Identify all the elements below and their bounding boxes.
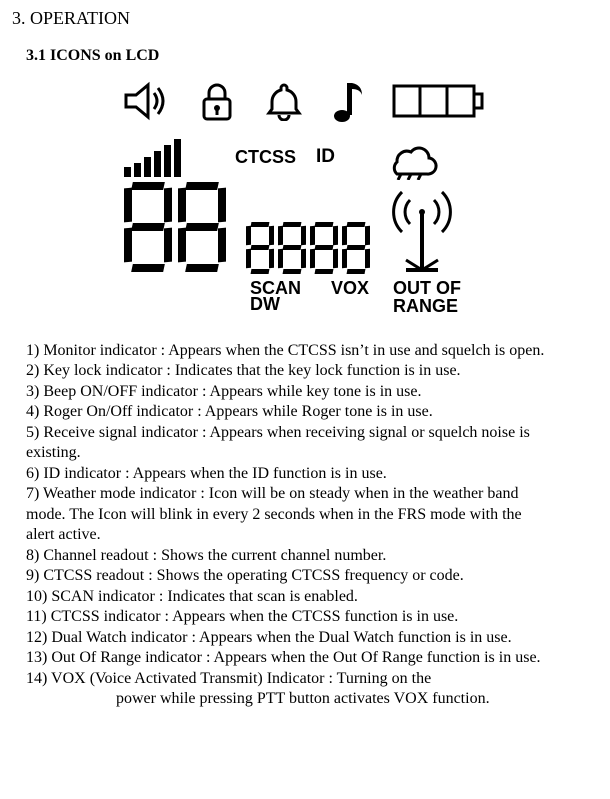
desc-line: 3) Beep ON/OFF indicator : Appears while… bbox=[26, 382, 594, 402]
desc-line: 6) ID indicator : Appears when the ID fu… bbox=[26, 464, 594, 484]
music-note-icon bbox=[332, 79, 364, 128]
desc-line: 12) Dual Watch indicator : Appears when … bbox=[26, 628, 594, 648]
desc-line: 13) Out Of Range indicator : Appears whe… bbox=[26, 648, 594, 668]
bell-icon bbox=[264, 81, 304, 126]
ctcss-digit bbox=[310, 222, 338, 274]
desc-line: 1) Monitor indicator : Appears when the … bbox=[26, 341, 594, 361]
digit-row bbox=[124, 182, 516, 279]
channel-digit bbox=[124, 182, 172, 272]
weather-icon bbox=[381, 138, 441, 180]
antenna-icon bbox=[392, 182, 452, 279]
range-label: RANGE bbox=[393, 297, 461, 315]
dw-label: DW bbox=[250, 294, 280, 314]
lcd-diagram: CTCSS ID bbox=[124, 79, 516, 315]
desc-line: 4) Roger On/Off indicator : Appears whil… bbox=[26, 402, 594, 422]
desc-line: mode. The Icon will blink in every 2 sec… bbox=[26, 505, 594, 525]
ctcss-digit bbox=[278, 222, 306, 274]
desc-line: 10) SCAN indicator : Indicates that scan… bbox=[26, 587, 594, 607]
desc-line: 11) CTCSS indicator : Appears when the C… bbox=[26, 607, 594, 627]
desc-line: 9) CTCSS readout : Shows the operating C… bbox=[26, 566, 594, 586]
desc-line: 2) Key lock indicator : Indicates that t… bbox=[26, 361, 594, 381]
indicator-row: CTCSS ID bbox=[124, 134, 516, 180]
outof-label: OUT OF bbox=[393, 279, 461, 297]
speaker-icon bbox=[124, 81, 170, 126]
signal-bars-icon bbox=[124, 137, 181, 177]
vox-label: VOX bbox=[331, 279, 369, 297]
icon-row bbox=[124, 79, 516, 128]
desc-line-indent: power while pressing PTT button activate… bbox=[116, 689, 594, 709]
sub-heading: 3.1 ICONS on LCD bbox=[26, 47, 598, 65]
desc-line: 7) Weather mode indicator : Icon will be… bbox=[26, 484, 594, 504]
lock-icon bbox=[198, 81, 236, 126]
battery-icon bbox=[392, 82, 484, 125]
section-heading: 3. OPERATION bbox=[12, 8, 598, 29]
channel-digit bbox=[178, 182, 226, 272]
desc-line: alert active. bbox=[26, 525, 594, 545]
desc-line: 14) VOX (Voice Activated Transmit) Indic… bbox=[26, 669, 594, 689]
ctcss-digit bbox=[246, 222, 274, 274]
ctcss-label: CTCSS bbox=[235, 147, 296, 168]
description-block: 1) Monitor indicator : Appears when the … bbox=[26, 341, 594, 709]
desc-line: existing. bbox=[26, 443, 594, 463]
id-label: ID bbox=[316, 146, 335, 168]
ctcss-digit bbox=[342, 222, 370, 274]
label-row-1: SCAN VOX OUT OF RANGE bbox=[124, 279, 516, 315]
desc-line: 5) Receive signal indicator : Appears wh… bbox=[26, 423, 594, 443]
desc-line: 8) Channel readout : Shows the current c… bbox=[26, 546, 594, 566]
